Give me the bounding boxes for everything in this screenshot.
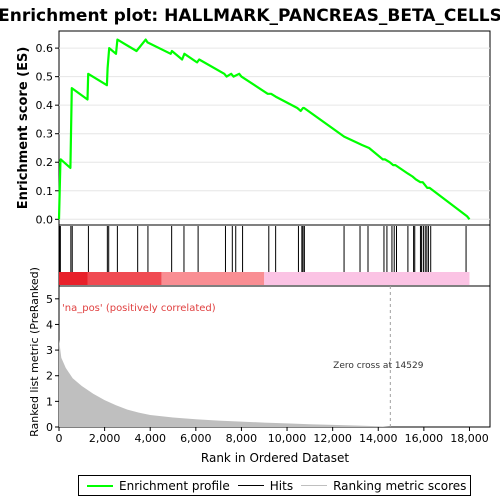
ranking-band-segment xyxy=(87,272,162,285)
ranking-x-tick-label: 16,000 xyxy=(405,432,444,445)
enrichment-y-tick-label: 0.1 xyxy=(36,185,54,198)
enrichment-panel xyxy=(58,30,491,226)
positive-correlation-label: 'na_pos' (positively correlated) xyxy=(62,303,216,314)
legend-swatch-hits xyxy=(237,485,264,486)
legend: Enrichment profile Hits Ranking metric s… xyxy=(78,475,471,496)
legend-item-profile: Enrichment profile xyxy=(87,479,230,493)
ranking-x-ticks: 0 2,000 4,000 6,000 8,000 10,000 12,000 14,000 1… xyxy=(56,427,489,445)
ranking-x-tick-label: 14,000 xyxy=(359,432,398,445)
legend-item-ranking: Ranking metric scores xyxy=(301,479,466,493)
ranking-x-label: Rank in Ordered Dataset xyxy=(201,451,349,465)
enrichment-y-ticks: 0.0 0.1 0.2 0.3 0.4 0.5 0.6 xyxy=(36,42,59,226)
ranking-y-tick-label: 4 xyxy=(46,318,53,331)
ranking-x-tick-label: 6,000 xyxy=(180,432,212,445)
enrichment-profile-series xyxy=(57,38,471,220)
ranking-y-tick-label: 0 xyxy=(46,421,53,434)
ranking-band-segment xyxy=(264,272,470,285)
ranking-y-label: Ranked list metric (PreRanked) xyxy=(28,267,41,437)
ranking-x-tick-label: 2,000 xyxy=(89,432,121,445)
ranking-x-tick-label: 8,000 xyxy=(226,432,258,445)
legend-label-ranking: Ranking metric scores xyxy=(333,478,467,493)
legend-label-profile: Enrichment profile xyxy=(119,478,230,493)
legend-swatch-profile xyxy=(87,484,113,487)
enrichment-y-tick-label: 0.0 xyxy=(36,213,54,226)
enrichment-y-tick-label: 0.3 xyxy=(36,128,54,141)
enrichment-y-tick-label: 0.4 xyxy=(36,99,54,112)
zero-cross-label: Zero cross at 14529 xyxy=(333,361,424,371)
ranking-x-tick-label: 10,000 xyxy=(268,432,307,445)
chart-title: Enrichment plot: HALLMARK_PANCREAS_BETA_… xyxy=(0,6,500,26)
ranking-x-tick-label: 18,000 xyxy=(450,432,489,445)
legend-label-hits: Hits xyxy=(269,478,294,493)
ranking-metric-area xyxy=(59,339,470,427)
legend-item-hits: Hits xyxy=(237,478,294,493)
ranking-y-tick-label: 1 xyxy=(46,395,53,408)
ranking-x-tick-label: 4,000 xyxy=(134,432,166,445)
enrichment-y-tick-label: 0.5 xyxy=(36,71,54,84)
ranking-metric-series xyxy=(59,339,470,427)
ranking-y-tick-label: 2 xyxy=(46,370,53,383)
legend-swatch-ranking xyxy=(301,485,328,486)
ranking-band-segment xyxy=(161,272,265,285)
enrichment-profile-line xyxy=(57,38,471,220)
enrichment-y-tick-label: 0.6 xyxy=(36,42,54,55)
ranking-panel xyxy=(58,285,491,428)
enrichment-y-tick-label: 0.2 xyxy=(36,156,54,169)
ranking-color-band xyxy=(59,272,470,285)
ranking-band-segment xyxy=(59,272,88,285)
enrichment-y-label: Enrichment score (ES) xyxy=(16,47,31,210)
ranking-y-tick-label: 3 xyxy=(46,344,53,357)
ranking-y-tick-label: 5 xyxy=(46,293,53,306)
ranking-x-tick-label: 0 xyxy=(56,432,63,445)
ranking-y-ticks: 0 1 2 3 4 5 xyxy=(46,293,59,434)
ranking-x-tick-label: 12,000 xyxy=(313,432,352,445)
